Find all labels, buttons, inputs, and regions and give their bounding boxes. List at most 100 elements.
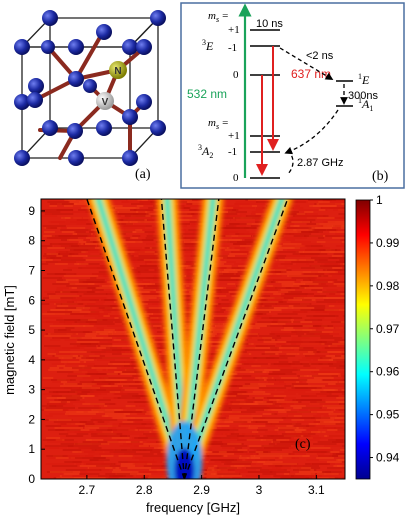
noise-streak [281,417,315,419]
noise-streak [264,233,301,235]
y-tick-label: 5 [28,323,35,337]
noise-streak [143,465,169,467]
noise-streak [296,353,304,355]
noise-streak [105,347,122,349]
noise-streak [112,417,136,419]
noise-streak [79,473,100,475]
noise-streak [130,447,154,449]
noise-streak [238,425,251,427]
noise-streak [68,373,88,375]
noise-streak [47,247,66,249]
noise-streak [314,307,326,309]
noise-streak [80,343,91,345]
noise-streak [96,373,105,375]
noise-streak [112,307,124,309]
noise-streak [88,467,116,469]
noise-streak [317,351,328,353]
noise-streak [228,211,247,213]
noise-streak [270,347,279,349]
noise-streak [293,305,326,307]
ms-minus1-lower: -1 [228,146,237,158]
noise-streak [63,473,80,475]
noise-streak [228,407,242,409]
noise-streak [49,325,86,327]
noise-streak [327,435,345,437]
noise-streak [261,439,273,441]
ms-plus1-upper: +1 [228,24,240,36]
noise-streak [58,235,92,237]
noise-streak [260,457,279,459]
noise-streak [103,385,118,387]
noise-streak [335,233,345,235]
noise-streak [306,247,330,249]
noise-streak [225,235,252,237]
noise-streak [47,293,56,295]
noise-streak [222,447,233,449]
x-tick-label: 3.1 [308,483,325,497]
noise-streak [42,393,59,395]
noise-streak [226,207,243,209]
noise-streak [83,349,104,351]
noise-streak [204,267,240,269]
noise-streak [146,327,161,329]
noise-streak [293,469,311,471]
noise-streak [304,475,322,477]
noise-streak [247,403,254,405]
resonance-branch [94,199,188,479]
noise-streak [90,441,99,443]
noise-streak [85,333,113,335]
noise-streak [121,353,146,355]
noise-streak [132,235,141,237]
noise-streak [310,317,325,319]
noise-streak [60,361,81,363]
noise-streak [96,319,108,321]
noise-streak [70,249,89,251]
noise-streak [317,271,336,273]
noise-streak [237,449,248,451]
noise-streak [193,341,227,343]
noise-streak [133,291,150,293]
noise-streak [49,401,71,403]
noise-streak [316,223,345,225]
noise-streak [75,393,102,395]
noise-streak [294,425,310,427]
noise-streak [263,341,286,343]
noise-streak [246,427,258,429]
noise-streak [255,301,279,303]
noise-streak [290,437,321,439]
noise-streak [56,255,63,257]
noise-streak [255,289,279,291]
noise-streak [299,379,322,381]
noise-streak [72,461,93,463]
noise-streak [106,209,131,211]
noise-streak [54,355,84,357]
noise-streak [306,217,335,219]
noise-streak [286,415,294,417]
noise-streak [324,347,345,349]
noise-streak [53,421,87,423]
noise-streak [82,355,90,357]
noise-streak [304,211,314,213]
state-1A1: 1A1 [358,96,373,113]
noise-streak [328,413,345,415]
noise-streak [316,301,345,303]
noise-streak [328,455,341,457]
noise-streak [302,323,323,325]
noise-streak [70,217,83,219]
noise-streak [326,289,338,291]
noise-streak [61,231,76,233]
noise-streak [63,247,95,249]
noise-streak [177,271,202,273]
noise-streak [321,471,331,473]
noise-streak [81,387,101,389]
noise-streak [335,383,345,385]
noise-streak [208,273,234,275]
noise-streak [242,385,267,387]
noise-streak [53,323,72,325]
noise-streak [274,271,287,273]
noise-streak [87,411,115,413]
noise-streak [224,377,261,379]
noise-streak [239,417,266,419]
noise-streak [269,393,296,395]
noise-streak [295,399,322,401]
